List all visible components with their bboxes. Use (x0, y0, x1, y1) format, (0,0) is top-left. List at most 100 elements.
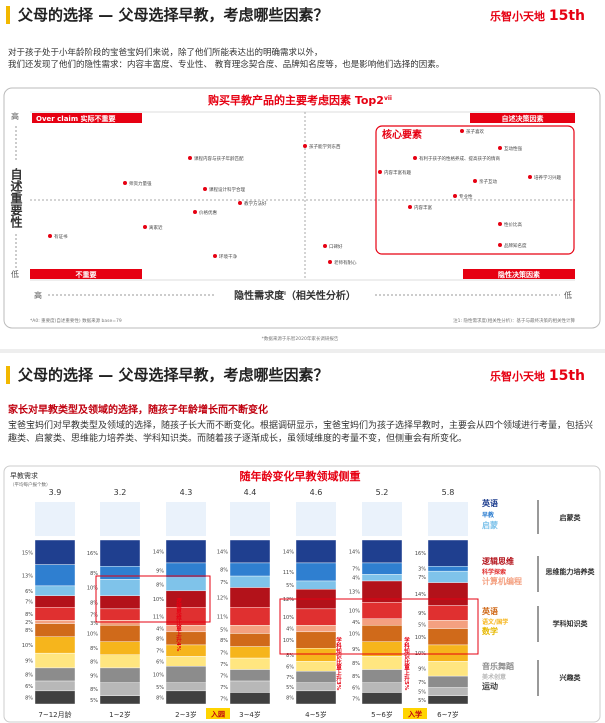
bar-segment (295, 670, 337, 683)
value-label: 10% (283, 638, 294, 644)
value-label: 7% (418, 680, 426, 686)
value-label: 7% (25, 600, 33, 606)
legend-group: 启蒙类 (560, 513, 582, 522)
factor-label: 教学方法好 (244, 200, 267, 207)
value-label: 8% (90, 659, 98, 665)
factor-dot (413, 156, 417, 160)
bar-segment (361, 562, 403, 575)
logo-mark: 15th (548, 368, 585, 384)
logo-brand: 乐智小天地 (490, 370, 545, 383)
legend-group: 学科知识类 (553, 619, 589, 628)
total-label: 3.2 (114, 488, 127, 497)
factor-dot (528, 175, 532, 179)
bar-segment (34, 652, 76, 669)
value-label: 9% (25, 659, 33, 665)
chart-title-sup: vii (384, 95, 392, 102)
value-label: 10% (87, 631, 98, 637)
x-axis-text: 隐性需求度 (234, 289, 285, 302)
bar-segment (99, 566, 141, 580)
bar-segment (34, 667, 76, 682)
bar-header (35, 502, 75, 536)
x-low: 低 (564, 290, 572, 300)
bar-segment (165, 590, 207, 608)
value-label: 5% (156, 685, 164, 691)
value-label: 7% (220, 662, 228, 668)
bar-segment (295, 690, 337, 705)
value-label: 9% (418, 611, 426, 617)
value-label: 6% (352, 686, 360, 692)
value-label: 14% (217, 549, 228, 555)
value-label: 16% (415, 551, 426, 557)
value-label: 7% (286, 675, 294, 681)
x-tick-label: 3~4岁 (239, 710, 261, 719)
bar-header (428, 502, 468, 536)
stacked-bar-chart: 随年龄变化早教领域侧重 早教需求 （平均每户报个数） 3.9 7~12月龄 15% 1… (3, 465, 601, 723)
bar-segment (427, 582, 469, 606)
slide-title: 父母的选择 — 父母选择早教，考虑哪些因素？ (6, 6, 328, 24)
bar-segment (99, 579, 141, 596)
value-label: 7% (156, 649, 164, 655)
factor-dot (143, 225, 147, 229)
total-label: 4.4 (244, 488, 257, 497)
value-label: 8% (286, 695, 294, 701)
bar-segment (99, 608, 141, 621)
bar-segment (99, 641, 141, 655)
bar-segment (165, 607, 207, 626)
x-tick-label: 5~6岁 (371, 710, 393, 719)
value-label: 11% (217, 614, 228, 620)
bar-segment (361, 539, 403, 564)
bar-segment (361, 574, 403, 582)
y-axis-label: 自述重要性 (9, 167, 23, 229)
factor-dot (378, 170, 382, 174)
bar-segment (99, 695, 141, 705)
factor-dot (203, 187, 207, 191)
value-label: 8% (90, 600, 98, 606)
value-label: 9% (156, 568, 164, 574)
total-label: 4.3 (180, 488, 193, 497)
value-label: 7% (352, 696, 360, 702)
bar-segment (34, 607, 76, 621)
annotation: 学科知识比重上升5% (403, 636, 411, 691)
value-label: 2% (25, 620, 33, 626)
value-label: 5% (418, 690, 426, 696)
bar-segment (295, 625, 337, 633)
factor-label: 有证书 (54, 233, 68, 240)
factor-dot (188, 156, 192, 160)
intro: 对于孩子处于小年龄阶段的宝爸宝妈们来说，除了他们所能表达出的明确需求以外， 我们… (8, 47, 598, 71)
factor-dot (460, 129, 464, 133)
value-label: 10% (349, 631, 360, 637)
bar-segment (361, 618, 403, 626)
factor-label: 亲子互动 (479, 178, 497, 185)
value-label: 8% (25, 612, 33, 618)
value-label: 4% (352, 620, 360, 626)
bar-header (166, 502, 206, 536)
x-high: 高 (34, 290, 42, 300)
value-label: 15% (22, 550, 33, 556)
bar-segment (361, 669, 403, 683)
value-label: 5% (220, 627, 228, 633)
bar-segment (361, 692, 403, 705)
bar-segment (427, 566, 469, 572)
value-label: 8% (220, 568, 228, 574)
bar-header (100, 502, 140, 536)
quadrant-label: 不重要 (76, 270, 97, 279)
x-axis-sup: i (284, 291, 286, 297)
value-label: 7% (220, 580, 228, 586)
bar-segment (165, 631, 207, 646)
value-label: 8% (90, 571, 98, 577)
note: *A0: 重要度(自述重要性) 数据来源 base=79 (30, 317, 122, 324)
bar-segment (99, 682, 141, 696)
factor-dot (123, 181, 127, 185)
legend-entry: 逻辑思维 (481, 556, 514, 566)
bar-segment (165, 577, 207, 592)
factor-dot (453, 194, 457, 198)
value-label: 3% (418, 567, 426, 573)
bar-segment (229, 633, 271, 647)
value-label: 5% (418, 622, 426, 628)
x-axis-label: 隐性需求度i（相关性分析） (234, 289, 356, 302)
factor-label: 孩子喜欢 (466, 128, 484, 135)
legend-entry: 语文/国学 (482, 618, 508, 626)
logo-brand: 乐智小天地 (490, 10, 545, 23)
y-high: 高 (11, 111, 19, 121)
value-label: 12% (283, 597, 294, 603)
